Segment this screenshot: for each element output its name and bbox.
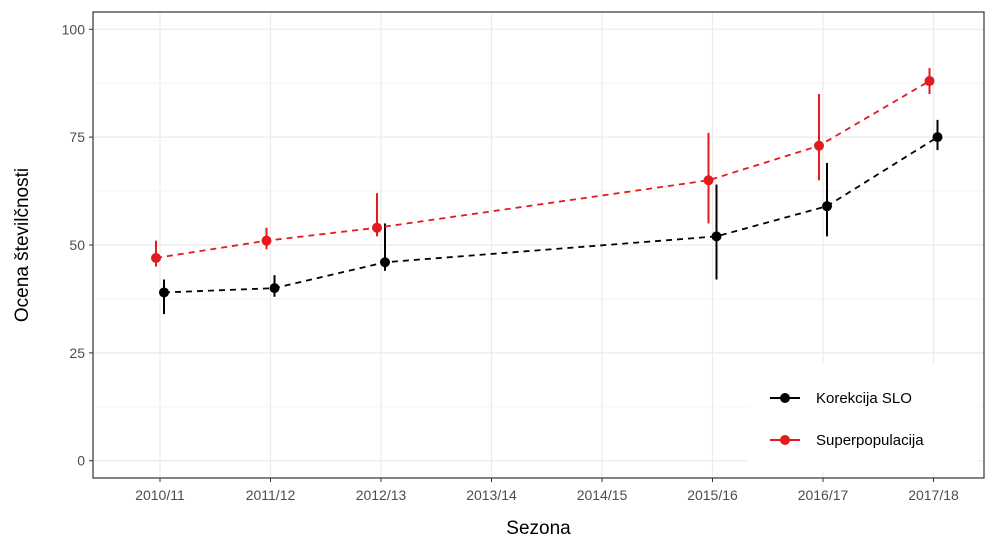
axes: 0 25 50 75 100 2010/11 2011/12 2012/13 2013/14 20…	[62, 21, 959, 503]
y-tick-label: 75	[69, 129, 85, 145]
data-point	[269, 283, 280, 294]
y-tick-label: 50	[69, 237, 85, 253]
series-layer	[151, 68, 943, 315]
data-point	[822, 201, 832, 212]
x-tick-label: 2014/15	[577, 487, 628, 503]
series-korekcija-slo	[159, 119, 943, 315]
legend: Korekcija SLO Superpopulacija	[748, 364, 978, 472]
data-point	[151, 252, 161, 263]
y-axis-title: Ocena številčnosti	[12, 168, 33, 322]
legend-label: Superpopulacija	[816, 432, 924, 449]
y-tick-label: 100	[62, 21, 86, 37]
data-point	[932, 132, 943, 143]
x-tick-label: 2011/12	[246, 487, 296, 503]
data-point	[372, 222, 382, 233]
legend-label: Korekcija SLO	[816, 390, 912, 407]
y-tick-label: 0	[77, 453, 85, 469]
data-point	[924, 76, 935, 87]
x-tick-label: 2010/11	[135, 487, 185, 503]
legend-key-point	[780, 435, 790, 445]
x-tick-label: 2015/16	[687, 487, 738, 503]
legend-background	[748, 364, 978, 472]
x-tick-label: 2012/13	[356, 487, 407, 503]
data-point	[711, 231, 722, 242]
data-point	[703, 175, 714, 186]
x-tick-label: 2013/14	[466, 487, 517, 503]
data-point	[814, 140, 824, 151]
data-point	[380, 257, 390, 268]
x-axis-title: Sezona	[506, 518, 571, 539]
series-line	[163, 136, 938, 294]
data-point	[261, 235, 272, 246]
x-tick-label: 2017/18	[908, 487, 959, 503]
data-point	[159, 287, 169, 298]
x-tick-label: 2016/17	[798, 487, 849, 503]
series-line	[155, 80, 930, 259]
legend-key-point	[780, 393, 790, 403]
grid	[93, 12, 984, 478]
y-tick-label: 25	[69, 345, 85, 361]
series-superpopulacija	[151, 68, 935, 267]
